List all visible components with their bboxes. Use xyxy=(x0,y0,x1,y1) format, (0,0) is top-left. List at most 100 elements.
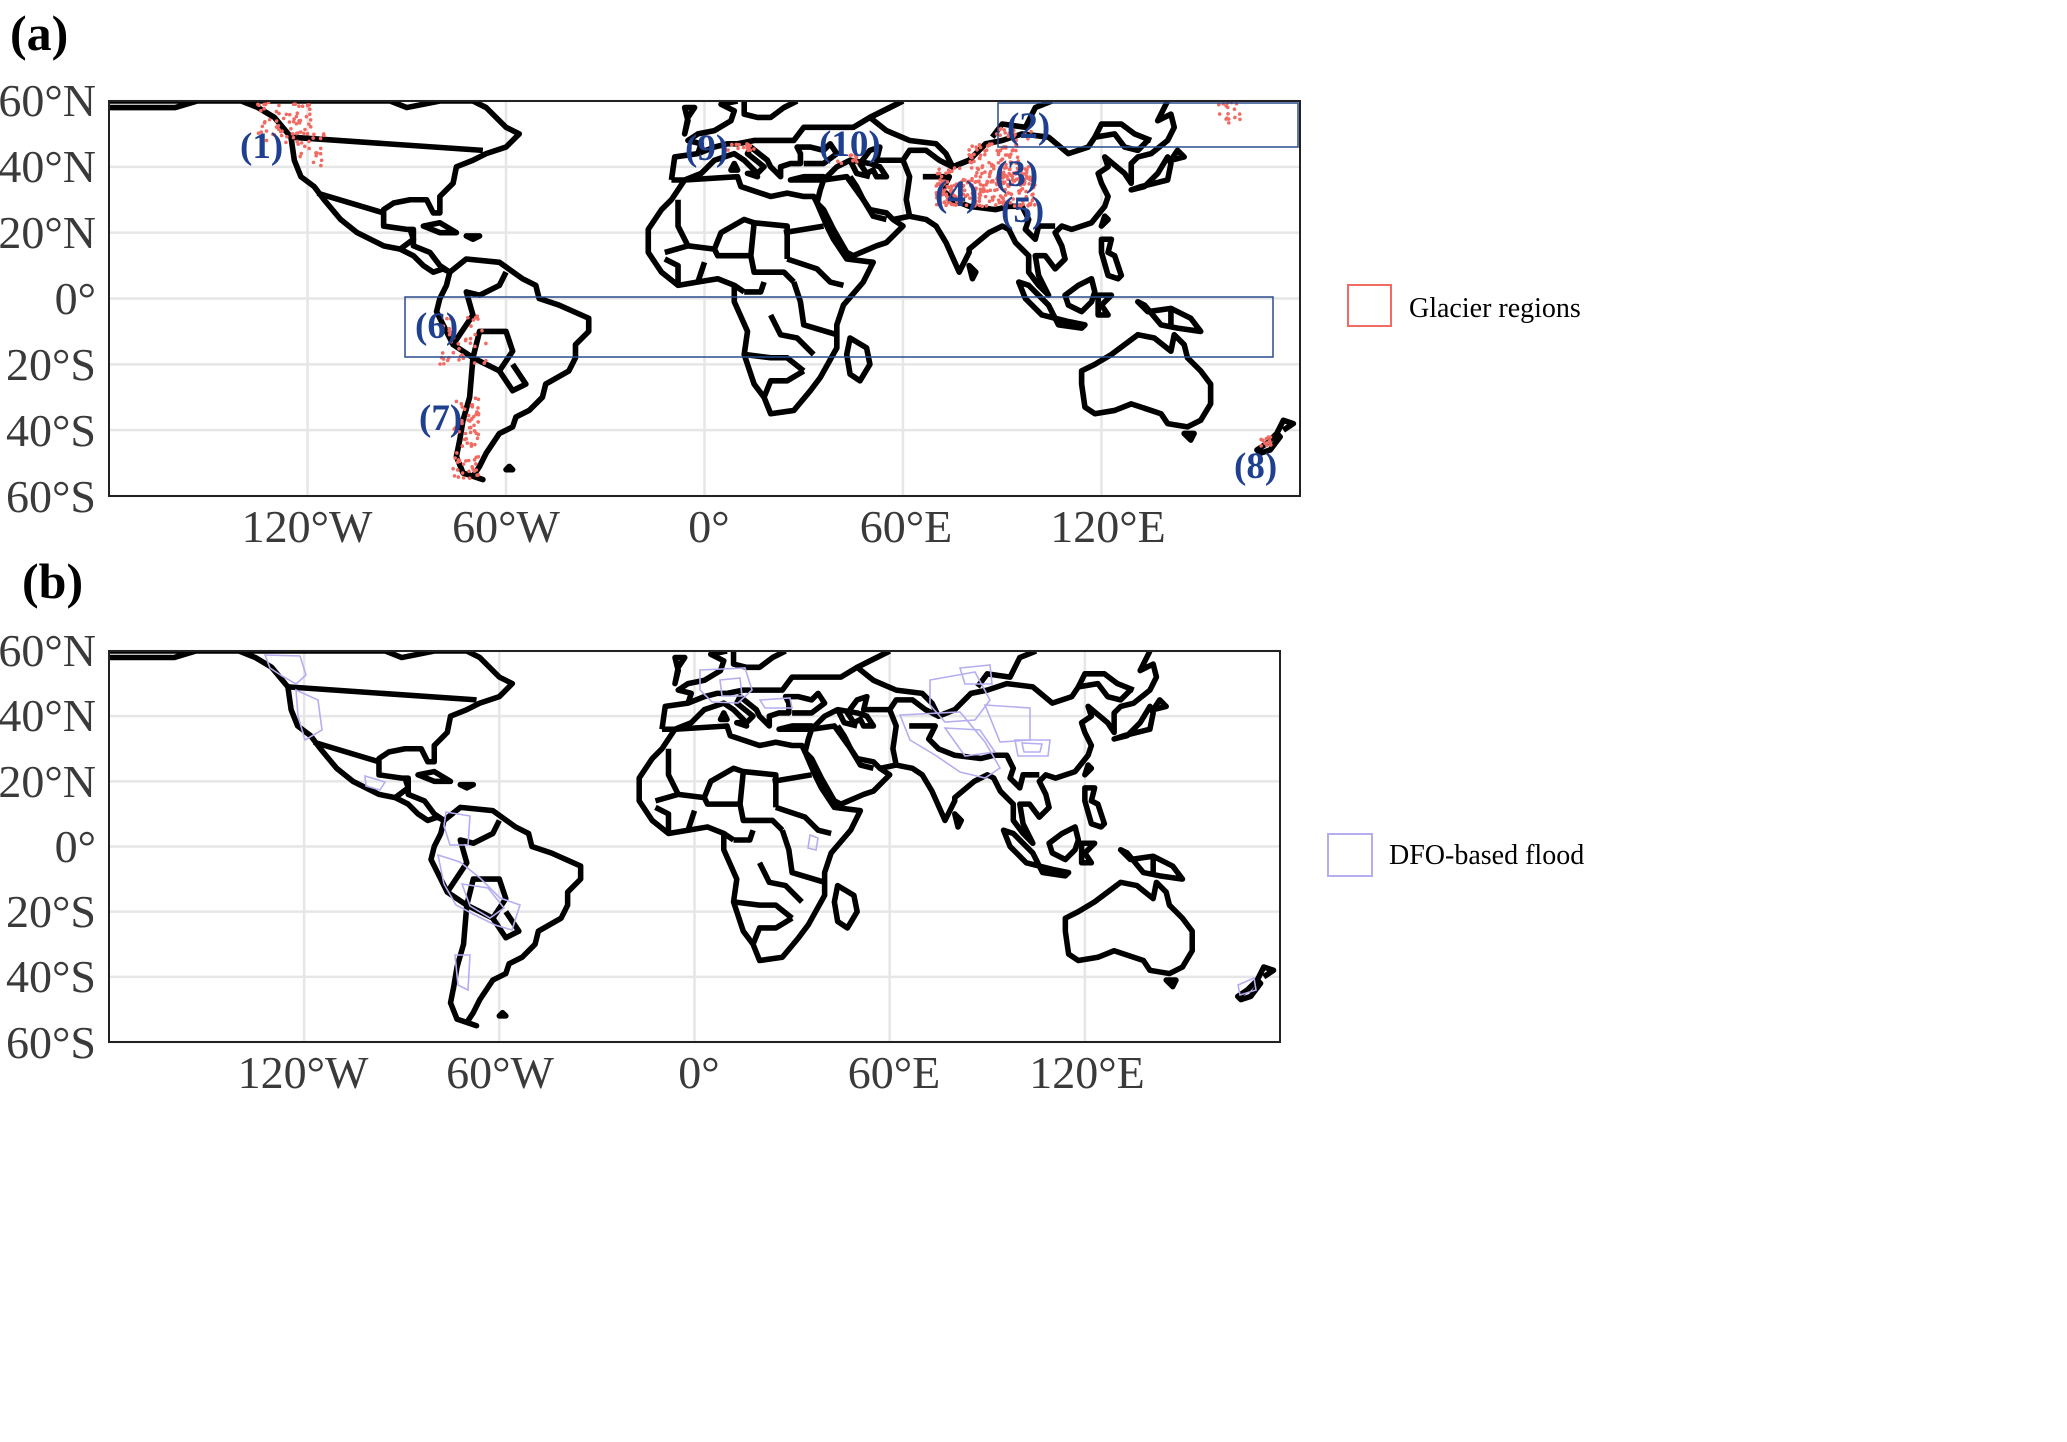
glacier-point xyxy=(999,172,1004,176)
glacier-point xyxy=(274,125,279,129)
flood-polygon xyxy=(1237,976,1257,997)
region-label-5: (5) xyxy=(1001,190,1044,231)
glacier-point xyxy=(1008,201,1013,205)
glacier-point xyxy=(460,421,464,426)
glacier-point xyxy=(278,129,283,134)
glacier-point xyxy=(997,176,1002,181)
panel-b-x-tick: 60°W xyxy=(446,1047,554,1098)
glacier-point xyxy=(1237,112,1242,116)
panel-b-countries xyxy=(109,648,1274,1026)
glacier-point xyxy=(476,317,480,321)
glacier-point xyxy=(296,142,301,146)
glacier-point xyxy=(457,347,461,351)
glacier-point xyxy=(970,191,975,196)
glacier-point xyxy=(855,160,859,164)
glacier-point xyxy=(995,148,1000,153)
glacier-point xyxy=(970,176,974,181)
flood-polygon xyxy=(699,667,753,704)
glacier-point xyxy=(1007,171,1011,176)
glacier-point xyxy=(988,188,993,193)
glacier-point xyxy=(839,161,844,166)
glacier-point xyxy=(291,102,296,107)
glacier-point xyxy=(752,147,756,151)
glacier-point xyxy=(475,436,480,441)
glacier-point xyxy=(957,166,962,171)
glacier-point xyxy=(457,459,462,464)
glacier-point xyxy=(470,403,475,407)
glacier-point xyxy=(984,204,989,208)
glacier-point xyxy=(1028,203,1033,207)
panel-b-y-axis: 60°N 40°N 20°N 0° 20°S 40°S 60°S xyxy=(0,625,96,1068)
glacier-point xyxy=(277,111,281,116)
glacier-point xyxy=(307,146,311,151)
glacier-point xyxy=(457,358,461,362)
glacier-point xyxy=(319,158,324,163)
panel-b-x-tick: 120°E xyxy=(1029,1047,1145,1098)
glacier-point xyxy=(938,186,942,191)
glacier-point xyxy=(996,160,1001,165)
glacier-point xyxy=(467,425,472,430)
glacier-point xyxy=(467,469,471,474)
glacier-point xyxy=(987,174,992,179)
glacier-point xyxy=(1011,197,1015,201)
glacier-point xyxy=(1009,161,1014,166)
glacier-point xyxy=(318,151,323,156)
glacier-point xyxy=(290,132,295,136)
glacier-point xyxy=(454,399,459,404)
glacier-point xyxy=(1012,204,1017,208)
glacier-point xyxy=(1014,142,1018,147)
glacier-point xyxy=(452,474,457,478)
glacier-point xyxy=(967,148,971,152)
region-label-7: (7) xyxy=(419,398,462,439)
glacier-point xyxy=(853,157,858,161)
region-label-3: (3) xyxy=(995,154,1038,195)
glacier-point xyxy=(284,112,289,117)
glacier-point xyxy=(476,432,481,437)
glacier-point xyxy=(302,131,306,136)
glacier-point xyxy=(957,202,962,207)
glacier-point xyxy=(961,192,966,197)
glacier-point xyxy=(476,473,481,477)
glacier-point xyxy=(934,190,939,195)
panel-b-x-tick: 60°E xyxy=(848,1047,941,1098)
glacier-point xyxy=(476,406,480,410)
glacier-point xyxy=(975,170,979,175)
glacier-point xyxy=(978,156,982,161)
glacier-point xyxy=(940,190,945,194)
glacier-point xyxy=(466,458,471,463)
glacier-point xyxy=(460,418,464,423)
glacier-point xyxy=(475,314,480,319)
glacier-point xyxy=(469,444,474,448)
glacier-point xyxy=(977,179,981,184)
glacier-point xyxy=(853,153,858,158)
glacier-point xyxy=(1028,175,1032,180)
glacier-point xyxy=(1021,202,1025,207)
glacier-point xyxy=(1009,152,1013,157)
panel-a-y-axis: 60°N 40°N 20°N 0° 20°S 40°S 60°S xyxy=(0,75,96,522)
panel-a-y-tick: 40°N xyxy=(0,141,96,192)
glacier-point xyxy=(1232,107,1237,112)
glacier-point xyxy=(450,330,455,335)
glacier-point xyxy=(730,142,734,147)
glacier-point xyxy=(974,174,978,178)
glacier-point xyxy=(1007,167,1012,172)
glacier-point xyxy=(978,193,983,198)
glacier-point xyxy=(970,144,974,148)
panel-b-flood-polygons xyxy=(263,654,1257,997)
region-label-6: (6) xyxy=(415,306,458,347)
panel-b-legend: DFO-based flood xyxy=(1327,833,1584,877)
glacier-point xyxy=(1003,153,1008,157)
glacier-point xyxy=(945,184,950,189)
glacier-point xyxy=(1029,178,1034,182)
glacier-point xyxy=(722,143,727,147)
glacier-point xyxy=(989,180,993,184)
glacier-point xyxy=(274,119,279,123)
glacier-point xyxy=(298,154,303,159)
glacier-point xyxy=(451,466,455,471)
flood-polygon xyxy=(263,654,307,685)
glacier-point xyxy=(972,152,976,157)
glacier-point xyxy=(472,458,477,462)
glacier-point xyxy=(304,114,309,119)
panel-a-y-tick: 20°S xyxy=(6,339,96,390)
glacier-point xyxy=(451,335,456,340)
